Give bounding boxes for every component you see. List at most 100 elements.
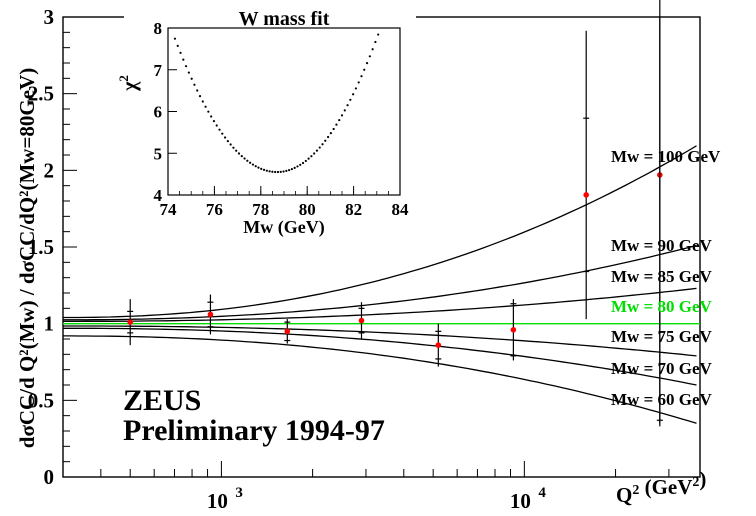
inset-curve-dot: [279, 170, 282, 173]
mw-curve: [63, 145, 697, 319]
inset-curve-dot: [293, 166, 296, 169]
inset-curve-dot: [268, 170, 271, 173]
mw-curve: [63, 335, 697, 424]
inset-curve-dot: [249, 161, 252, 164]
series-label: Mw = 75 GeV: [611, 327, 713, 346]
inset-curve-dot: [365, 62, 369, 65]
inset-curve-dot: [290, 167, 293, 171]
data-point: [127, 319, 134, 325]
inset-curve-dot: [251, 163, 255, 166]
data-point: [435, 342, 442, 348]
data-point: [510, 327, 517, 333]
inset-x-tick-label: 80: [299, 200, 316, 219]
mw-curve: [63, 244, 697, 321]
inset-y-tick-label: 5: [154, 144, 163, 163]
inset-curve-dot: [271, 170, 274, 173]
inset-x-tick-label: 74: [160, 200, 178, 219]
x-axis-label: Q2 (GeV2): [616, 467, 706, 507]
inset-curve-dot: [179, 51, 182, 54]
y-tick-label: 2: [44, 158, 55, 182]
inset-curve-dot: [318, 146, 321, 149]
inset-curve-dot: [262, 168, 266, 171]
series-label: Mw = 60 GeV: [611, 390, 713, 409]
x-label-text: Q2 (GeV2): [616, 467, 706, 507]
inset-title: W mass fit: [239, 8, 330, 30]
inset-curve-dot: [335, 123, 338, 126]
x-tick-exponent: 3: [235, 485, 243, 501]
inset-y-tick-label: 6: [154, 103, 163, 122]
inset-curve-dot: [357, 81, 360, 84]
data-points: [127, 0, 663, 427]
series-label: Mw = 85 GeV: [611, 267, 713, 286]
inset-curve-dot: [354, 87, 358, 90]
mw-curves: [63, 145, 700, 424]
inset-curve-dot: [215, 124, 218, 127]
series-labels: Mw = 100 GeV Mw = 90 GeV Mw = 85 GeV Mw = 8…: [611, 147, 721, 409]
inset-x-label: Mw (GeV): [243, 217, 324, 238]
inset-curve-dot: [243, 157, 246, 160]
inset-curve-dot: [223, 136, 227, 139]
inset-curve-dot: [360, 75, 363, 78]
mw-curve: [63, 327, 697, 386]
y-tick-label: 0.5: [28, 388, 54, 412]
inset-curve-dot: [352, 93, 355, 96]
inset-curve-dot: [184, 65, 188, 68]
inset-curve-dot: [321, 143, 324, 146]
inset-curve-dot: [196, 89, 199, 92]
series-label: Mw = 90 GeV: [611, 236, 713, 255]
inset-y-label-sup: 2: [116, 75, 131, 82]
inset-curve-dot: [229, 143, 232, 146]
inset-x-tick-label: 76: [206, 200, 223, 219]
inset-curve-dot: [346, 104, 349, 107]
inset-curve-dot: [237, 152, 241, 155]
inset-curve-dot: [212, 119, 216, 123]
inset-curve-dot: [338, 118, 341, 122]
inset-curve-dot: [182, 58, 185, 61]
inset-curve-dot: [371, 48, 374, 51]
inset-curve-dot: [198, 95, 202, 98]
inset-curve-dot: [377, 33, 380, 36]
inset-curve-dot: [301, 161, 305, 165]
x-label-part: ): [699, 467, 706, 491]
inset-curve-dot: [296, 165, 299, 168]
inset-curve-dot: [349, 98, 352, 101]
inset-curve-dot: [363, 68, 366, 71]
mw-curve: [63, 325, 697, 357]
data-point: [284, 328, 291, 335]
series-label: Mw = 80 GeV: [611, 297, 713, 316]
inset-x-tick-label: 84: [392, 200, 410, 219]
y-axis-label: dσCC/d Q²(Mw) / dσCC/dQ²(Mw=80GeV): [15, 68, 39, 448]
inset-curve-dot: [368, 55, 371, 58]
inset-curve-dot: [343, 109, 346, 112]
data-point: [358, 317, 365, 324]
inset-y-tick-label: 7: [154, 61, 163, 80]
x-label-sup: 2: [692, 475, 699, 490]
y-tick-label: 2.5: [28, 82, 54, 106]
inset-y-tick-label: 4: [154, 186, 163, 205]
x-label-part: Q: [616, 483, 632, 507]
inset-curve-dot: [176, 44, 179, 47]
inset-curve-dot: [276, 170, 280, 174]
inset-curve-dot: [201, 100, 204, 103]
y-tick-label: 1.5: [28, 235, 54, 259]
series-label: Mw = 100 GeV: [611, 147, 721, 166]
inset-curve-dot: [232, 146, 235, 149]
y-tick-label: 0: [44, 465, 55, 489]
inset-curve-dot: [235, 149, 238, 152]
inset-curve-dot: [274, 170, 277, 174]
inset-curve-dot: [257, 166, 260, 169]
inset-curve-dot: [193, 83, 196, 86]
inset-curve-dot: [207, 110, 210, 113]
inset-background: [124, 13, 416, 240]
y-tick-label: 3: [44, 5, 55, 29]
inset-curve-dot: [221, 132, 224, 135]
inset-curve-dot: [173, 37, 177, 40]
inset-curve-dot: [329, 132, 332, 135]
inset-curve-dot: [254, 165, 257, 168]
inset-curve-dot: [304, 159, 307, 163]
inset-curve-dot: [187, 71, 190, 74]
data-point: [207, 311, 214, 318]
inset-curve-dot: [265, 169, 268, 172]
